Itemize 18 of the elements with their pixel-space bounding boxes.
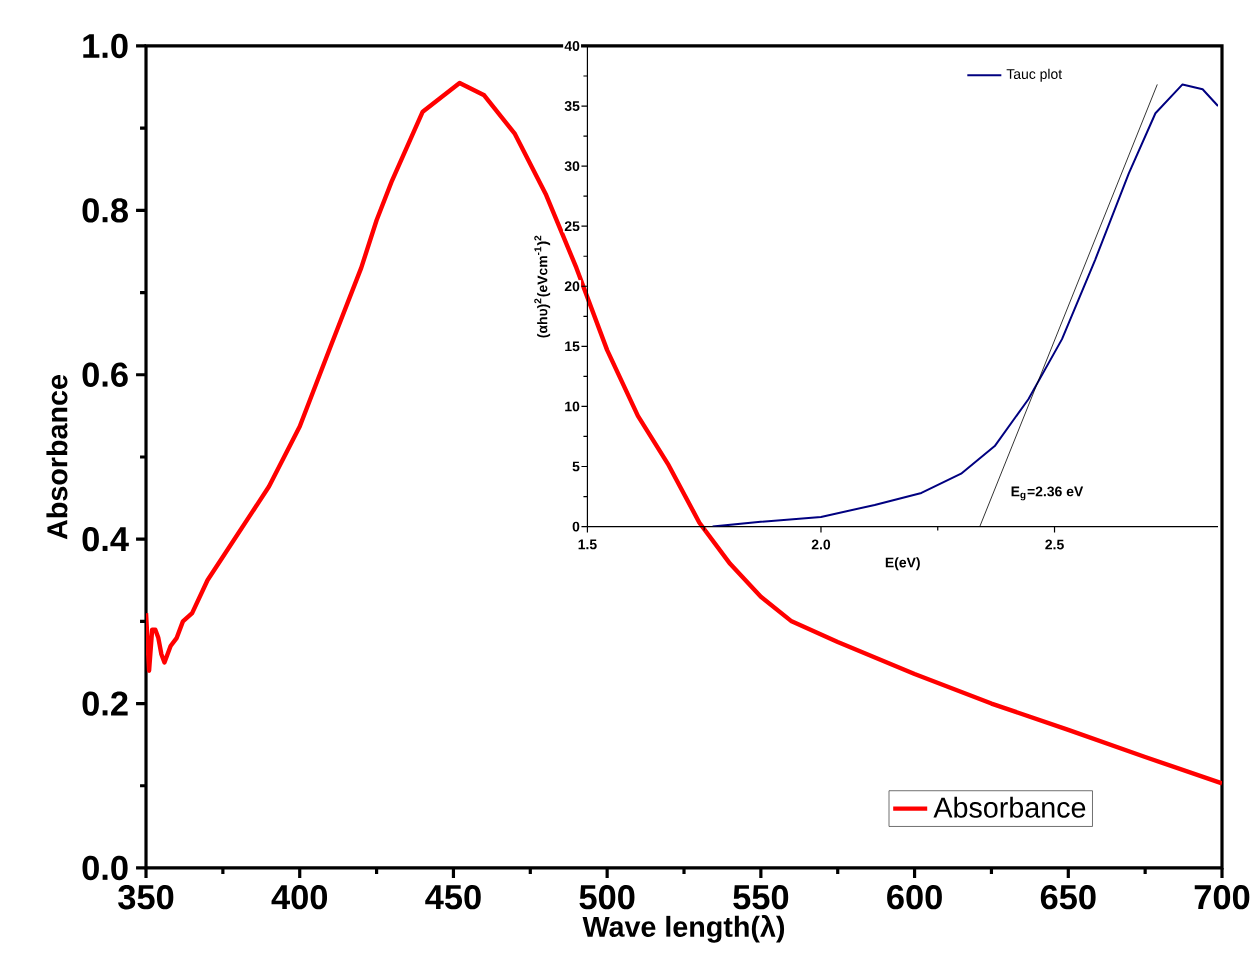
y-tick-label: 1.0 xyxy=(83,33,128,59)
x-tick-label: 550 xyxy=(733,884,789,910)
y-tick-label: 0.2 xyxy=(82,691,128,716)
x-tick-label: 650 xyxy=(1040,884,1096,910)
x-tick-label: 400 xyxy=(271,884,328,910)
y-tick-label: 0.8 xyxy=(82,198,128,223)
x-tick-label: 500 xyxy=(579,884,635,910)
y-tick-label: 0.6 xyxy=(82,362,128,387)
x-tick-label: 450 xyxy=(425,884,481,910)
x-tick-label: 350 xyxy=(118,884,174,910)
x-tick-label: 600 xyxy=(887,884,942,910)
y-tick-label: 0.4 xyxy=(82,526,129,552)
line-series xyxy=(711,83,1219,527)
y-axis-title: Absorbance xyxy=(46,375,68,540)
x-axis-title: Wave length(λ) xyxy=(582,915,785,943)
y-tick-label: 0.0 xyxy=(82,855,128,881)
x-tick-label: 700 xyxy=(1194,884,1250,910)
legend-label: Absorbance xyxy=(933,796,1086,818)
